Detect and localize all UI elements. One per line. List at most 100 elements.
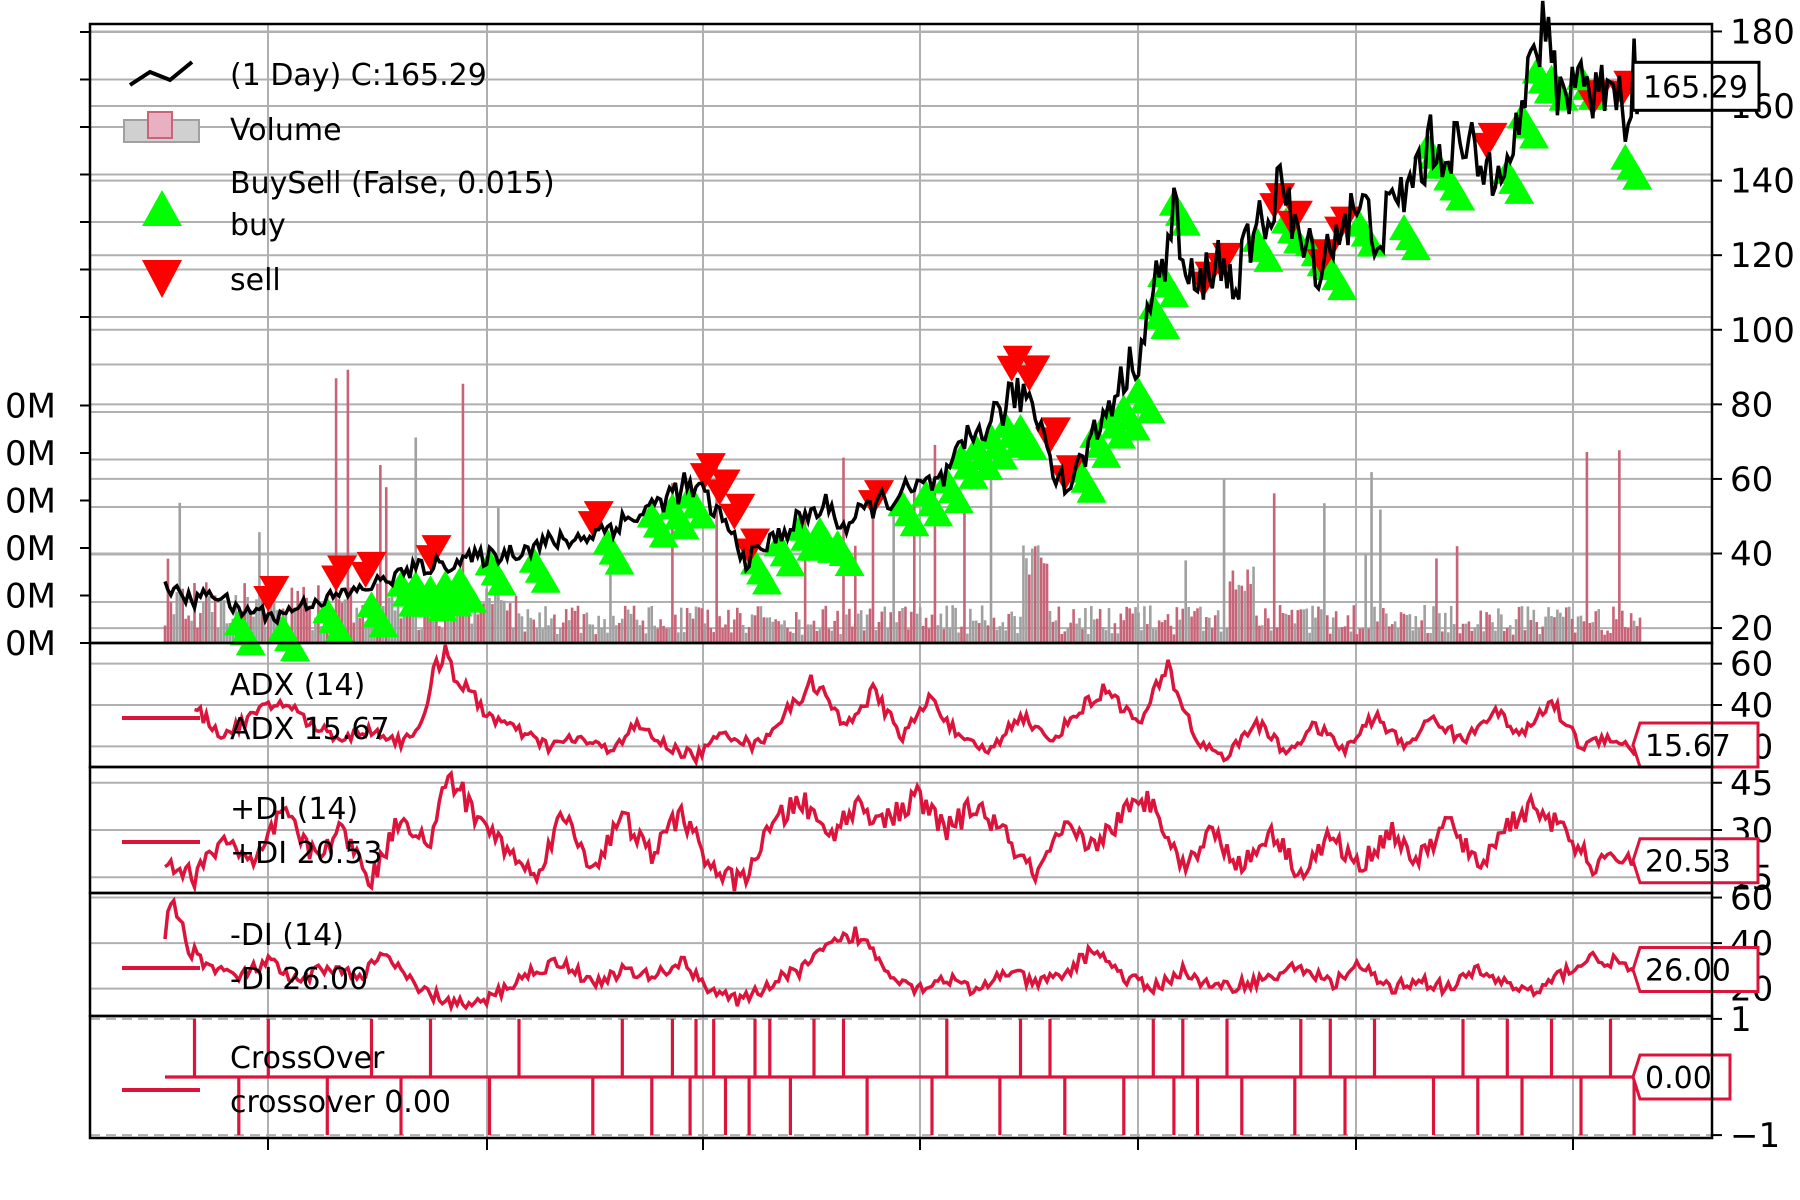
volume-bar [311, 630, 314, 643]
volume-bar [187, 615, 190, 643]
buy-marker [1622, 163, 1653, 190]
volume-bar [818, 629, 822, 643]
volume-bar [1373, 606, 1376, 643]
volume-bar [795, 612, 798, 643]
volume-bar [213, 595, 217, 643]
volume-bar [738, 613, 742, 643]
volume-bar [939, 613, 943, 643]
indicator-tick-label: 45 [1730, 764, 1773, 804]
volume-bar [1166, 614, 1170, 643]
volume-bar [1461, 623, 1465, 643]
line-icon [128, 60, 194, 87]
volume-bar [485, 588, 488, 643]
buy-marker [669, 513, 700, 540]
volume-bar [977, 623, 981, 643]
volume-bar [1175, 607, 1179, 643]
volume-bar [1143, 606, 1146, 643]
volume-bar [1556, 609, 1559, 643]
volume-bar [659, 619, 662, 643]
volume-bar [1255, 615, 1258, 643]
volume-bar [535, 627, 538, 643]
volume-bar [305, 597, 308, 643]
volume-bar [1081, 629, 1084, 643]
volume-bar [1095, 618, 1099, 643]
volume-bar [1606, 630, 1609, 643]
volume-bar [688, 613, 692, 643]
price-tick-label: 120 [1730, 236, 1795, 276]
volume-bar [762, 617, 766, 643]
volume-bar [1016, 633, 1019, 643]
buy-marker [973, 454, 1004, 481]
volume-bar [532, 619, 536, 643]
buy-marker [687, 502, 718, 529]
volume-bar [387, 597, 391, 643]
volume-bar [1408, 614, 1412, 643]
volume-bar [774, 619, 777, 643]
legend-sell-label: sell [230, 263, 281, 298]
volume-bar [697, 607, 701, 643]
volume-bar [1358, 628, 1362, 643]
plus_di-line [164, 769, 1642, 894]
buy-marker [280, 635, 310, 662]
volume-bar [1562, 616, 1565, 643]
volume-bar [653, 625, 656, 643]
volume-bar [1261, 625, 1264, 643]
buy-marker [958, 462, 989, 489]
volume-bar [529, 617, 533, 643]
last-value-box [1631, 1053, 1732, 1101]
volume-bar [1157, 620, 1161, 643]
volume-bar [169, 602, 173, 643]
volume-bar [1432, 606, 1435, 643]
buy-marker [368, 611, 399, 638]
volume-bar [1390, 624, 1394, 643]
volume-bar [865, 614, 869, 643]
volume-bar [1116, 633, 1120, 643]
volume-bar [264, 626, 267, 643]
last-value-box [1631, 721, 1760, 769]
indicator-legend-value: +DI 20.53 [230, 836, 383, 871]
triangle-up-icon [142, 190, 182, 226]
volume-bar [1326, 615, 1329, 643]
buy-marker [1106, 422, 1136, 449]
panel-border [88, 1014, 1714, 1140]
volume-bar [921, 625, 925, 643]
volume-bar [544, 606, 547, 643]
volume-bar [892, 505, 895, 643]
volume-bar [579, 632, 583, 643]
volume-bar [898, 611, 901, 643]
sell-marker [1041, 417, 1071, 444]
volume-bar [712, 632, 715, 643]
indicator-legend-title: +DI (14) [230, 792, 358, 827]
volume-bar [1140, 630, 1143, 643]
volume-bar [417, 629, 420, 643]
volume-bar [685, 608, 689, 643]
volume-bar [320, 626, 323, 643]
volume-bar [352, 622, 356, 643]
volume-bar [1075, 623, 1078, 643]
volume-bar [1249, 584, 1252, 643]
volume-bar [1234, 589, 1238, 643]
volume-bar [638, 625, 642, 643]
last-value-label: 20.53 [1645, 845, 1731, 880]
volume-bar [570, 607, 574, 643]
volume-bar [656, 628, 659, 643]
volume-bar [1632, 620, 1636, 643]
volume-bar [1314, 617, 1317, 643]
volume-bar [500, 600, 503, 643]
volume-bar [502, 600, 506, 643]
sell-marker [327, 555, 358, 582]
volume-bar [1444, 612, 1447, 643]
volume-bar [1063, 631, 1067, 643]
volume-bar [848, 608, 851, 643]
volume-bar [1022, 545, 1025, 643]
volume-bar [1025, 558, 1028, 643]
volume-bar [1110, 633, 1114, 643]
volume-bar [520, 616, 524, 643]
volume-bar [989, 452, 993, 643]
crossover-legend-value: crossover 0.00 [230, 1085, 451, 1120]
volume-bar [1125, 606, 1128, 643]
volume-bar [753, 615, 757, 643]
volume-bar [246, 597, 249, 643]
volume-bar [1538, 634, 1541, 643]
volume-bar [1523, 630, 1527, 643]
